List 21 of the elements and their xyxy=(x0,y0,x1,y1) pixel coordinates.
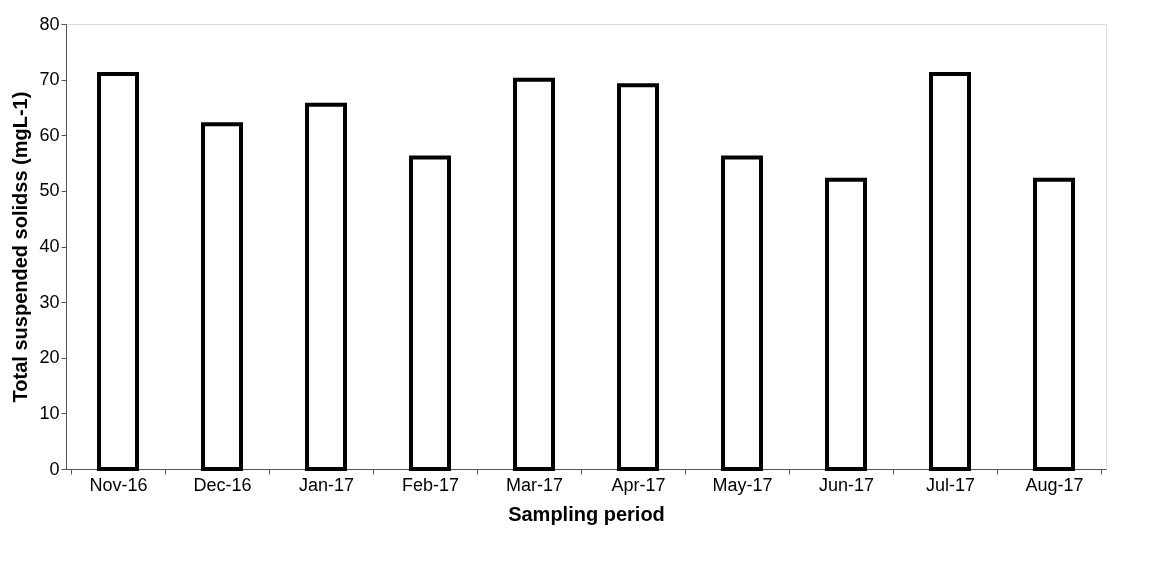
y-tick-label: 70 xyxy=(39,69,60,90)
x-tick-label: Aug-17 xyxy=(1025,474,1084,495)
x-tick-label: Feb-17 xyxy=(401,474,460,495)
x-axis-title: Sampling period xyxy=(508,502,665,525)
x-tick-label: Jan-17 xyxy=(298,474,355,495)
x-tick-label: Nov-16 xyxy=(89,474,148,495)
y-tick-label: 80 xyxy=(39,13,60,34)
y-tick-label: 50 xyxy=(39,180,60,201)
y-tick-label: 20 xyxy=(39,347,60,368)
y-tick-label: 30 xyxy=(39,291,60,312)
y-tick-label: 60 xyxy=(39,124,60,145)
x-tick-label: Jul-17 xyxy=(925,474,976,495)
y-tick-label: 10 xyxy=(39,402,60,423)
y-axis-title: Total suspended solidss (mgL-1) xyxy=(9,91,32,403)
y-tick-label: 0 xyxy=(49,458,60,479)
x-tick-label: Jun-17 xyxy=(818,474,875,495)
x-tick-label: Mar-17 xyxy=(505,474,564,495)
x-tick-label: Dec-16 xyxy=(193,474,252,495)
x-tick-label: May-17 xyxy=(712,474,773,495)
x-tick-label: Apr-17 xyxy=(611,474,666,495)
y-tick-label: 40 xyxy=(39,236,60,256)
